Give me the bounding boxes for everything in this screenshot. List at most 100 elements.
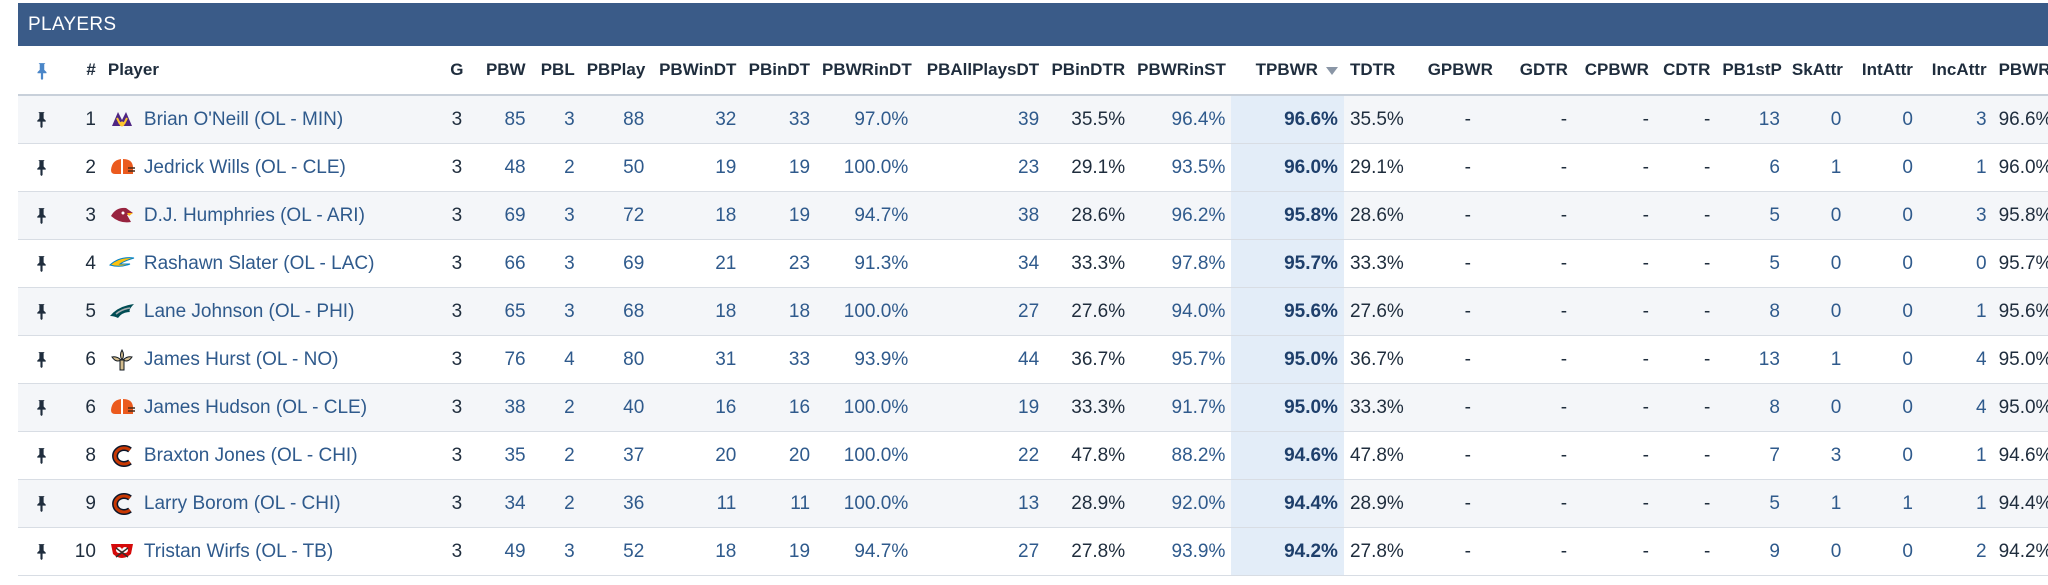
pin-cell bbox=[18, 239, 66, 288]
player-link[interactable]: Rashawn Slater (OL - LAC) bbox=[143, 252, 375, 274]
cell-cdtr: - bbox=[1654, 95, 1717, 144]
column-header-gdtr[interactable]: GDTR bbox=[1513, 46, 1574, 96]
cell-rank: 5 bbox=[65, 287, 102, 336]
column-header-pbwrinst[interactable]: PBWRinST bbox=[1131, 46, 1232, 96]
player-link[interactable]: James Hudson (OL - CLE) bbox=[143, 396, 368, 418]
cell-pballplaysdt: 44 bbox=[914, 335, 1046, 384]
column-header-pbwrindt[interactable]: PBWRinDT bbox=[816, 46, 915, 96]
column-header-cdtr[interactable]: CDTR bbox=[1654, 46, 1717, 96]
column-header-pbwindt[interactable]: PBWinDT bbox=[650, 46, 743, 96]
cell-cpbwr: - bbox=[1573, 335, 1655, 384]
column-header-cpbwr[interactable]: CPBWR bbox=[1573, 46, 1655, 96]
pin-icon[interactable] bbox=[33, 349, 50, 370]
column-header-rank[interactable]: # bbox=[65, 46, 102, 96]
cell-cdtr: - bbox=[1654, 287, 1717, 336]
column-header-label: PBPlay bbox=[586, 60, 646, 79]
player-link[interactable]: Larry Borom (OL - CHI) bbox=[143, 492, 341, 514]
cell-pbwrindt: 100.0% bbox=[816, 287, 915, 336]
cell-incattr: 3 bbox=[1918, 95, 1993, 144]
player-link[interactable]: James Hurst (OL - NO) bbox=[143, 348, 339, 370]
cell-pballplaysdt: 38 bbox=[914, 191, 1046, 240]
cell-pbl: 3 bbox=[531, 191, 581, 240]
column-header-label: Player bbox=[107, 60, 159, 79]
player-link[interactable]: D.J. Humphries (OL - ARI) bbox=[143, 204, 365, 226]
column-header-pbwr[interactable]: PBWR bbox=[1992, 46, 2048, 96]
player-link[interactable]: Braxton Jones (OL - CHI) bbox=[143, 444, 358, 466]
cell-cdtr: - bbox=[1654, 239, 1717, 288]
column-header-pbindt[interactable]: PBinDT bbox=[742, 46, 817, 96]
cell-incattr: 4 bbox=[1918, 383, 1993, 432]
player-link[interactable]: Lane Johnson (OL - PHI) bbox=[143, 300, 355, 322]
column-header-pin[interactable] bbox=[18, 46, 66, 96]
cell-tdtr: 35.5% bbox=[1343, 95, 1422, 144]
pin-icon[interactable] bbox=[33, 253, 50, 274]
column-header-tpbwr[interactable]: TPBWR bbox=[1231, 46, 1344, 96]
pin-cell bbox=[18, 191, 66, 240]
column-header-pbindtr[interactable]: PBinDTR bbox=[1045, 46, 1132, 96]
sort-descending-icon[interactable] bbox=[1325, 66, 1338, 75]
column-header-pbl[interactable]: PBL bbox=[531, 46, 581, 96]
cell-pbwindt: 18 bbox=[650, 527, 743, 576]
cell-cdtr: - bbox=[1654, 527, 1717, 576]
column-header-skattr[interactable]: SkAttr bbox=[1785, 46, 1848, 96]
pin-icon[interactable] bbox=[33, 397, 50, 418]
cell-pbw: 66 bbox=[474, 239, 532, 288]
column-header-incattr[interactable]: IncAttr bbox=[1918, 46, 1993, 96]
cell-rank: 10 bbox=[65, 527, 102, 576]
cell-pbplay: 37 bbox=[580, 431, 651, 480]
pin-icon[interactable] bbox=[33, 541, 50, 562]
player-link[interactable]: Jedrick Wills (OL - CLE) bbox=[143, 156, 346, 178]
cell-pballplaysdt: 27 bbox=[914, 287, 1046, 336]
column-header-tdtr[interactable]: TDTR bbox=[1343, 46, 1422, 96]
cell-intattr: 0 bbox=[1847, 335, 1919, 384]
pin-icon[interactable] bbox=[33, 493, 50, 514]
cell-intattr: 0 bbox=[1847, 287, 1919, 336]
pin-icon[interactable] bbox=[33, 157, 50, 178]
player-link[interactable]: Brian O'Neill (OL - MIN) bbox=[143, 108, 344, 130]
cell-tpbwr: 95.8% bbox=[1231, 191, 1344, 240]
pin-icon[interactable] bbox=[33, 205, 50, 226]
pin-icon[interactable] bbox=[33, 301, 50, 322]
pin-icon[interactable] bbox=[33, 445, 50, 466]
players-table: # Player G PBW PBL PBPlay PBWinDT PBinDT PBWRinD… bbox=[18, 46, 2048, 576]
column-header-g[interactable]: G bbox=[439, 46, 475, 96]
column-header-label: IntAttr bbox=[1861, 60, 1913, 79]
cell-skattr: 0 bbox=[1785, 527, 1848, 576]
cell-pbwindt: 18 bbox=[650, 191, 743, 240]
column-header-pb1stp[interactable]: PB1stP bbox=[1716, 46, 1786, 96]
cell-cdtr: - bbox=[1654, 383, 1717, 432]
column-header-pballplaysdt[interactable]: PBAllPlaysDT bbox=[914, 46, 1046, 96]
column-header-pbplay[interactable]: PBPlay bbox=[580, 46, 651, 96]
cell-gpbwr: - bbox=[1421, 287, 1514, 336]
cell-pbwrindt: 91.3% bbox=[816, 239, 915, 288]
table-row: 2 Jedrick Wills (OL - CLE) 3 48 2 50 19 19 100.0… bbox=[18, 143, 2048, 192]
player-cell: Braxton Jones (OL - CHI) bbox=[101, 431, 440, 480]
cell-gdtr: - bbox=[1513, 383, 1574, 432]
team-logo-no bbox=[108, 348, 136, 372]
column-header-label: PBAllPlaysDT bbox=[926, 60, 1040, 79]
cell-gpbwr: - bbox=[1421, 479, 1514, 528]
column-header-pbw[interactable]: PBW bbox=[474, 46, 532, 96]
cell-pbwr: 95.6% bbox=[1992, 287, 2048, 336]
pin-icon[interactable] bbox=[33, 109, 50, 130]
cell-skattr: 0 bbox=[1785, 191, 1848, 240]
cell-skattr: 0 bbox=[1785, 287, 1848, 336]
column-header-intattr[interactable]: IntAttr bbox=[1847, 46, 1919, 96]
cell-pbindtr: 33.3% bbox=[1045, 239, 1132, 288]
cell-pb1stp: 13 bbox=[1716, 95, 1786, 144]
cell-pbl: 2 bbox=[531, 143, 581, 192]
cell-pbw: 38 bbox=[474, 383, 532, 432]
cell-cdtr: - bbox=[1654, 143, 1717, 192]
cell-pbindt: 19 bbox=[742, 527, 817, 576]
pin-icon[interactable] bbox=[33, 60, 51, 80]
cell-pbwrinst: 91.7% bbox=[1131, 383, 1232, 432]
cell-rank: 2 bbox=[65, 143, 102, 192]
cell-intattr: 0 bbox=[1847, 527, 1919, 576]
column-header-player[interactable]: Player bbox=[101, 46, 440, 96]
cell-tpbwr: 95.0% bbox=[1231, 335, 1344, 384]
cell-pbl: 2 bbox=[531, 383, 581, 432]
column-header-gpbwr[interactable]: GPBWR bbox=[1421, 46, 1514, 96]
player-link[interactable]: Tristan Wirfs (OL - TB) bbox=[143, 540, 334, 562]
table-row: 9 Larry Borom (OL - CHI) 3 34 2 36 11 11 100.0% 1… bbox=[18, 479, 2048, 528]
cell-pbplay: 80 bbox=[580, 335, 651, 384]
